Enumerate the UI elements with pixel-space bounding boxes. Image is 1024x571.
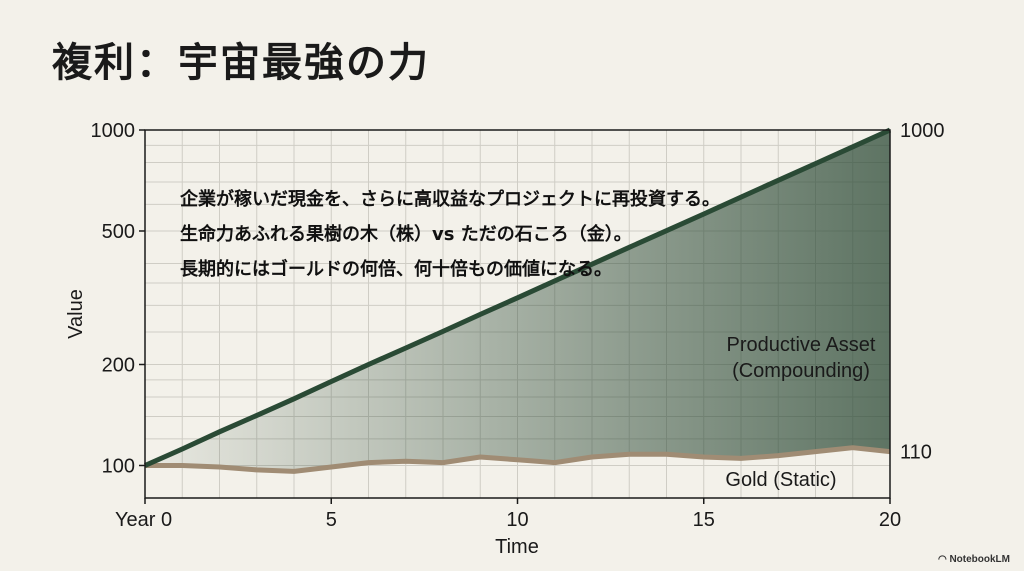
x-tick-label: 5 [326,509,337,531]
y-tick-label: 1000 [91,120,136,142]
x-tick-label: 20 [879,509,901,531]
series-line-gold [145,445,891,474]
page-title: 複利：宇宙最強の力 [52,40,430,86]
notebooklm-watermark: ◠ NotebookLM [938,554,1010,565]
y-tick-label: 100 [102,455,135,477]
x-axis-title: Time [495,536,539,558]
notebooklm-icon: ◠ [937,554,950,565]
watermark-text: NotebookLM [949,554,1010,565]
annotation-line-1: 企業が稼いだ現金を、さらに高収益なプロジェクトに再投資する。 [179,188,720,210]
series-end-label: 110 [900,442,932,464]
series-label-productive-2: (Compounding) [732,360,870,382]
x-tick-label: Year 0 [115,509,172,531]
x-tick-label: 10 [506,509,528,531]
series-end-label: 1000 [900,120,945,142]
y-axis-title: Value [65,289,87,339]
x-tick-label: 15 [693,509,715,531]
y-tick-label: 500 [102,221,135,243]
series-line-productive-asset [143,127,892,468]
series-label-gold: Gold (Static) [725,469,836,491]
annotation-line-3: 長期的にはゴールドの何倍、何十倍もの価値になる。 [180,258,612,280]
annotation-line-2: 生命力あふれる果樹の木（株）vs ただの石ころ（金）。 [180,223,632,245]
y-tick-label: 200 [102,354,135,376]
series-label-productive-1: Productive Asset [727,334,876,356]
